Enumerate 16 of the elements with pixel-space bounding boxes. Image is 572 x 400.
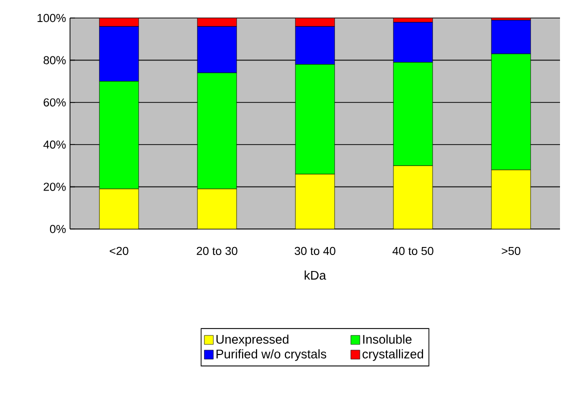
y-tick-label: 0% [50,224,66,234]
y-tick-label: 80% [44,56,66,64]
x-tick-label: 40 to 50 [392,246,434,256]
x-axis-title: kDa [304,270,326,280]
x-tick-label: <20 [110,246,128,256]
y-tick-label: 60% [44,98,66,106]
legend-label: Purified w/o crystals [216,349,326,361]
x-tick-label: >50 [502,246,520,256]
y-tick-label: 20% [44,182,66,191]
x-tick-label: 30 to 40 [294,246,336,256]
legend-label: Unexpressed [216,334,288,346]
legend-label: crystallized [362,349,424,361]
y-tick-label: 40% [43,140,66,149]
x-tick-label: 20 to 30 [196,246,238,256]
legend-label: Insoluble [363,334,412,344]
y-tick-label: 100% [38,14,66,22]
